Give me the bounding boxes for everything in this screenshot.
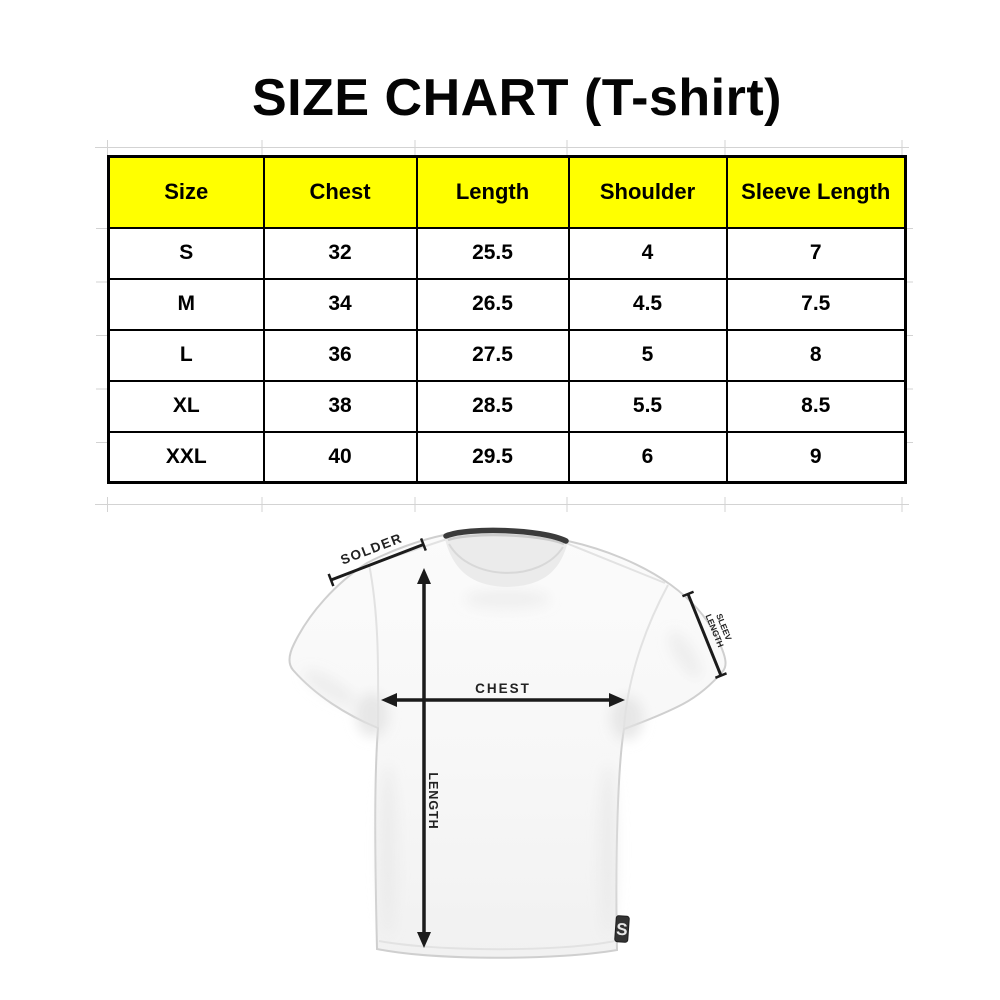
table-cell: 28.5 [415,379,570,433]
table-row: XL 38 28.5 5.5 8.5 [107,379,907,433]
column-header-length: Length [415,155,570,229]
length-arrow [417,568,431,948]
table-cell: L [107,328,265,382]
table-cell: 7.5 [725,277,907,331]
collar [443,527,569,587]
page-title: SIZE CHART (T-shirt) [252,69,782,127]
column-header-chest: Chest [262,155,418,229]
table-cell: 27.5 [415,328,570,382]
brand-tag-glyph: S [616,920,629,940]
table-cell: 29.5 [415,430,570,484]
table-cell: 4.5 [567,277,728,331]
table-cell: 6 [567,430,728,484]
table-cell: S [107,226,265,280]
table-row: S 32 25.5 4 7 [107,226,907,280]
table-cell: 5.5 [567,379,728,433]
table-cell: XL [107,379,265,433]
size-table: Size Chest Length Shoulder Sleeve Length… [107,155,907,484]
collar-trim [443,527,569,544]
table-cell: 4 [567,226,728,280]
neck-opening [444,530,568,587]
table-cell: XXL [107,430,265,484]
table-row: XXL 40 29.5 6 9 [107,430,907,484]
chest-label: CHEST [475,681,531,696]
table-cell: 7 [725,226,907,280]
table-cell: 8.5 [725,379,907,433]
chest-arrow [381,693,625,707]
length-label: LENGTH [426,772,440,829]
table-cell: 34 [262,277,418,331]
table-cell: 5 [567,328,728,382]
table-cell: 40 [262,430,418,484]
column-header-size: Size [107,155,265,229]
table-cell: 25.5 [415,226,570,280]
table-cell: 26.5 [415,277,570,331]
table-row: L 36 27.5 5 8 [107,328,907,382]
table-cell: 8 [725,328,907,382]
table-cell: 36 [262,328,418,382]
column-header-sleeve-length: Sleeve Length [725,155,907,229]
brand-tag: S [614,915,630,943]
column-header-shoulder: Shoulder [567,155,728,229]
table-row: M 34 26.5 4.5 7.5 [107,277,907,331]
tshirt-illustration: S LENGTH CHEST SOLDER SLEEV LENGTH [288,527,734,959]
table-cell: M [107,277,265,331]
table-cell: 9 [725,430,907,484]
tshirt-body [288,529,727,959]
table-cell: 38 [262,379,418,433]
header-row: Size Chest Length Shoulder Sleeve Length [107,155,907,229]
table-cell: 32 [262,226,418,280]
